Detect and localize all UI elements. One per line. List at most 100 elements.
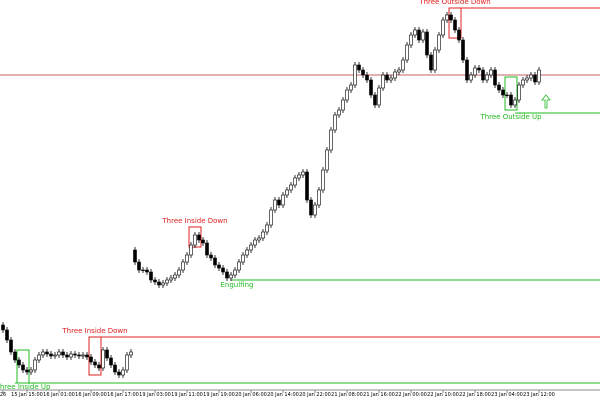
candle-body [529,74,533,79]
arrow-up [541,94,551,109]
candle-body [101,349,105,369]
candle-body [61,351,65,356]
candle-body [97,364,101,369]
candle-body [197,234,201,241]
candle-body [157,281,161,286]
candle-body [273,199,277,211]
candle-body [525,77,529,81]
candle-body [313,204,317,216]
candle-body [89,356,93,363]
candle-body [505,94,509,96]
x-tick-label: 20 Jan 06:00 [235,392,267,398]
candle-body [161,282,165,286]
candle-body [349,84,353,91]
candle-body [177,269,181,276]
candle-body [333,114,337,131]
candle-body [365,74,369,81]
x-tick-label: 19 Jan 11:00 [171,392,203,398]
candle-body [25,369,29,373]
candle-body [69,353,73,358]
candle-body [469,74,473,81]
candle-body [373,94,377,106]
candle-body [49,353,53,357]
candle-body [329,129,333,151]
x-tick-label: 16 Jan 01:00 [43,392,75,398]
candle-body [269,209,273,226]
pattern-box [504,76,518,111]
candle-body [65,354,69,358]
candle-body [17,359,21,366]
x-tick-label: 16 Jan 09:00 [75,392,107,398]
pattern-label: Three Outside Up [479,113,542,121]
candle-body [393,71,397,79]
candle-body [169,277,173,281]
candle-body [441,19,445,36]
candle-body [93,361,97,366]
candle-body [85,354,89,358]
candle-body [293,177,297,186]
candle-body [389,77,393,81]
candle-body [473,67,477,76]
candle-body [453,19,457,31]
candle-body [537,69,541,83]
candle-body [121,369,125,376]
candle-body [149,271,153,281]
x-tick-label: 22 Jan 00:00 [395,392,427,398]
candle-body [213,257,217,266]
candle-body [173,274,177,279]
candle-body [433,49,437,71]
candle-body [137,261,141,271]
candle-body [465,59,469,81]
candle-body [385,74,389,81]
candle-body [57,351,61,356]
candle-body [481,69,485,81]
pattern-box [16,349,30,384]
pattern-box [448,7,462,39]
candle-body [229,274,233,279]
pattern-box [88,336,102,376]
candle-body [237,261,241,271]
candle-body [429,54,433,71]
candle-body [321,169,325,191]
candle-body [205,242,209,256]
x-tick-label: 22 Jan 18:00 [459,392,491,398]
candle-body [445,14,449,21]
candle-body [153,279,157,283]
candle-body [509,94,513,106]
candle-body [129,351,133,356]
candle-body [297,174,301,179]
x-tick-label: 16 Jan 17:00 [107,392,139,398]
x-tick-label: 21 Jan 16:00 [363,392,395,398]
candle-body [109,357,113,366]
candle-body [521,79,525,86]
candle-body [5,329,9,341]
candle-body [345,89,349,101]
candle-body [113,364,117,373]
candle-body [29,369,33,373]
candle-body [533,74,537,83]
x-tick-label: 21 Jan 08:00 [331,392,363,398]
candle-body [249,244,253,251]
candle-body [281,194,285,206]
candle-body [145,269,149,273]
candle-body [413,29,417,36]
candle-body [449,14,453,21]
candle-body [457,29,461,41]
candle-body [73,353,77,356]
candle-body [325,149,329,171]
candle-body [489,69,493,76]
candle-body [277,199,281,206]
candle-body [425,31,429,56]
candle-body [41,351,45,356]
candle-body [353,64,357,86]
candle-body [513,99,517,106]
candle-body [305,171,309,201]
candle-body [225,271,229,279]
candle-body [377,87,381,106]
candle-body [301,171,305,176]
pattern-label: Three Outside Down [418,0,490,6]
candle-body [357,64,361,71]
candle-body [217,264,221,269]
candle-body [397,69,401,73]
